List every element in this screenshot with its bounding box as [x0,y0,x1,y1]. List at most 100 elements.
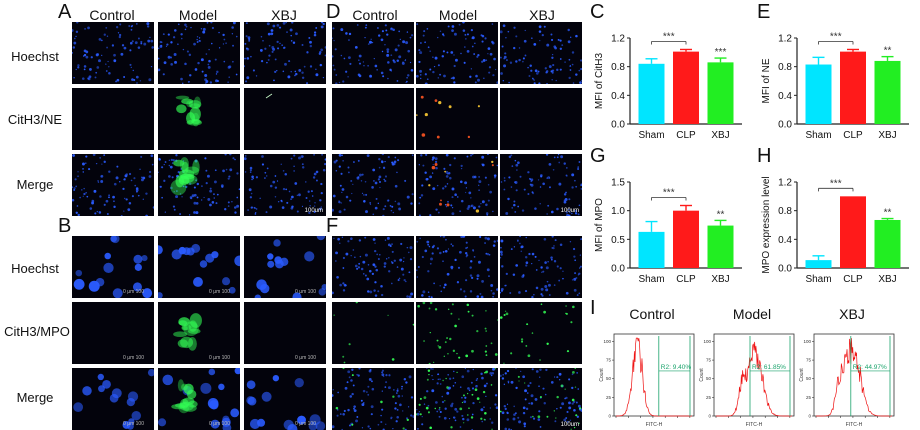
y-axis-label: MFI of CitH3 [594,53,605,110]
y-tick-label: 75 [706,358,712,363]
col-head-xbj: XBJ [271,7,297,23]
micrograph-D-r1-c1 [416,88,498,150]
col-head-model-d: Model [438,7,478,23]
row-label-merge-a: Merge [16,177,54,192]
scale-bar-label-b: 0 μm 100 [295,421,316,427]
micrograph-D-r1-c2 [500,88,582,150]
x-tick-label: CLP [676,274,696,285]
col-head-control-d: Control [352,7,398,23]
flow-plot-0: 0 25 50 75 100 Count FITC-H R2: 9.40% [599,333,695,428]
bar-sham [805,64,832,124]
micrograph-F-r1-c2 [500,302,582,364]
scale-bar-label-f: 100um [560,422,579,428]
row-label-cith3-mpo: CitH3/MPO [4,324,70,339]
y-tick-label: 50 [806,376,812,381]
y-axis-label: MPO expression level [761,176,772,273]
micrograph-B-r0-c2: 0 μm 100 [244,236,326,298]
panel-letter-h: H [757,145,772,167]
bar-clp [840,196,866,268]
significance-label: ** [717,209,725,220]
bar-sham [638,231,665,268]
y-tick-label: 0.0 [611,264,625,275]
bar-xbj [707,225,734,268]
y-tick-label: 25 [606,395,612,400]
scale-bar-label-a: 100um [304,208,323,214]
histogram-trace [716,341,793,417]
y-tick-label: 0.8 [611,62,625,73]
y-tick-label: 0.5 [611,235,625,246]
bracket-label: *** [830,178,842,189]
y-tick-label: 1.0 [611,206,625,217]
scale-bar-label-b: 0 μm 100 [123,289,144,295]
y-tick-label: 0.4 [778,91,792,102]
micrograph-D-r1-c0 [332,88,414,150]
x-tick-label: XBJ [711,130,729,141]
micrograph-A-r2-c1 [158,154,240,216]
significance-label: *** [715,47,727,58]
bar-clp [673,210,699,268]
micrograph-A-r0-c2 [244,22,326,84]
flow-x-label: FITC-H [746,422,763,428]
y-tick-label: 0 [608,414,611,419]
y-tick-label: 100 [603,339,611,344]
micrograph-B-r2-c0: 0 μm 100 [72,368,154,430]
micrograph-B-r1-c0: 0 μm 100 [72,302,154,364]
x-tick-label: XBJ [878,274,896,285]
micrograph-A-r1-c0 [72,88,154,150]
y-tick-label: 1.2 [611,34,625,45]
significance-label: ** [884,208,892,219]
histogram-trace [615,337,692,417]
y-tick-label: 25 [806,395,812,400]
panel-letter-i: I [590,297,596,319]
significance-label: ** [884,46,892,57]
col-head-model: Model [178,7,218,23]
col-head-xbj-d: XBJ [529,7,555,23]
flow-title-model: Model [732,306,772,322]
y-axis-label: MFI of MPO [594,198,605,252]
micrograph-D-r0-c2 [500,22,582,84]
bar-sham [805,260,832,268]
micrograph-A-r0-c0 [72,22,154,84]
col-head-control: Control [89,7,135,23]
micrograph-F-r0-c2 [500,236,582,298]
micrograph-B-r1-c1: 0 μm 100 [158,302,240,364]
y-tick-label: 0 [808,414,811,419]
plot-frame [613,333,695,417]
scale-bar-label-b: 0 μm 100 [209,421,230,427]
bar-chart-mpo-expression: 0.0 0.4 0.8 1.2 MPO expression level Sham CLP X… [761,176,909,285]
flow-x-label: FITC-H [646,422,663,428]
histogram-trace [815,338,893,417]
x-tick-label: Sham [638,274,664,285]
panel-letter-e: E [757,1,771,23]
micrograph-F-r1-c0 [332,302,414,364]
bar-clp [840,51,866,124]
bar-xbj [874,219,901,268]
micrograph-B-r1-c2: 0 μm 100 [244,302,326,364]
y-tick-label: 0.0 [778,264,792,275]
x-tick-label: CLP [843,130,863,141]
y-tick-label: 50 [606,376,612,381]
flow-plot-1: 0 25 50 75 100 Count FITC-H R2: 61.85% [699,333,795,428]
bracket-label: *** [663,31,675,42]
panel-letter-c: C [590,1,605,23]
scale-bar-label-b: 0 μm 100 [209,289,230,295]
micrograph-A-r1-c1 [158,88,240,150]
y-tick-label: 75 [606,358,612,363]
scale-bar-label-b: 0 μm 100 [123,355,144,361]
micrograph-F-r0-c1 [416,236,498,298]
x-tick-label: XBJ [711,274,729,285]
x-tick-label: Sham [805,274,831,285]
micrograph-D-r2-c1 [416,154,498,216]
flow-y-label: Count [599,368,605,382]
y-tick-label: 100 [703,339,711,344]
bar-xbj [874,60,901,124]
y-tick-label: 1.2 [778,178,792,189]
x-tick-label: CLP [843,274,863,285]
micrograph-B-r0-c1: 0 μm 100 [158,236,240,298]
y-axis-label: MFI of NE [761,58,772,103]
gate-label: R2: 9.40% [661,364,692,371]
panel-letter-b: B [58,215,72,237]
scale-bar-label-b: 0 μm 100 [123,421,144,427]
